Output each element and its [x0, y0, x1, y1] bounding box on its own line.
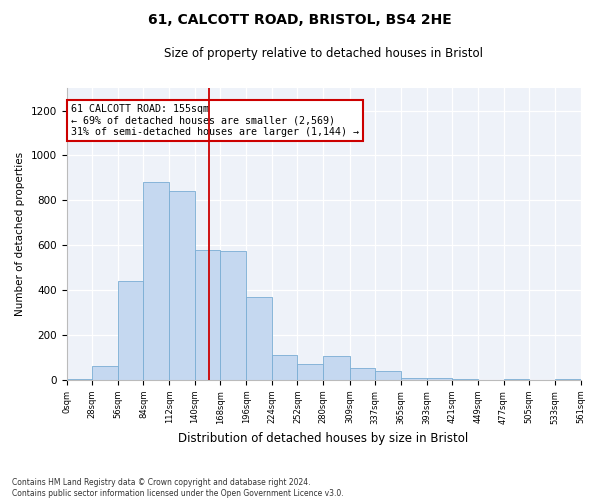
Bar [323, 356, 350, 380]
Bar [118, 281, 143, 380]
Bar [427, 378, 452, 380]
Text: 61 CALCOTT ROAD: 155sqm
← 69% of detached houses are smaller (2,569)
31% of semi: 61 CALCOTT ROAD: 155sqm ← 69% of detache… [71, 104, 359, 137]
Title: Size of property relative to detached houses in Bristol: Size of property relative to detached ho… [164, 48, 483, 60]
Bar [92, 366, 118, 380]
Bar [143, 182, 169, 380]
Bar [272, 355, 298, 380]
Bar [246, 297, 272, 380]
Bar [67, 379, 92, 380]
Bar [298, 364, 323, 380]
Bar [375, 371, 401, 380]
Bar [350, 368, 375, 380]
Bar [401, 378, 427, 380]
Bar [503, 379, 529, 380]
Bar [452, 379, 478, 380]
Bar [169, 192, 195, 380]
Bar [220, 251, 246, 380]
X-axis label: Distribution of detached houses by size in Bristol: Distribution of detached houses by size … [178, 432, 469, 445]
Bar [195, 250, 220, 380]
Text: 61, CALCOTT ROAD, BRISTOL, BS4 2HE: 61, CALCOTT ROAD, BRISTOL, BS4 2HE [148, 12, 452, 26]
Y-axis label: Number of detached properties: Number of detached properties [15, 152, 25, 316]
Text: Contains HM Land Registry data © Crown copyright and database right 2024.
Contai: Contains HM Land Registry data © Crown c… [12, 478, 344, 498]
